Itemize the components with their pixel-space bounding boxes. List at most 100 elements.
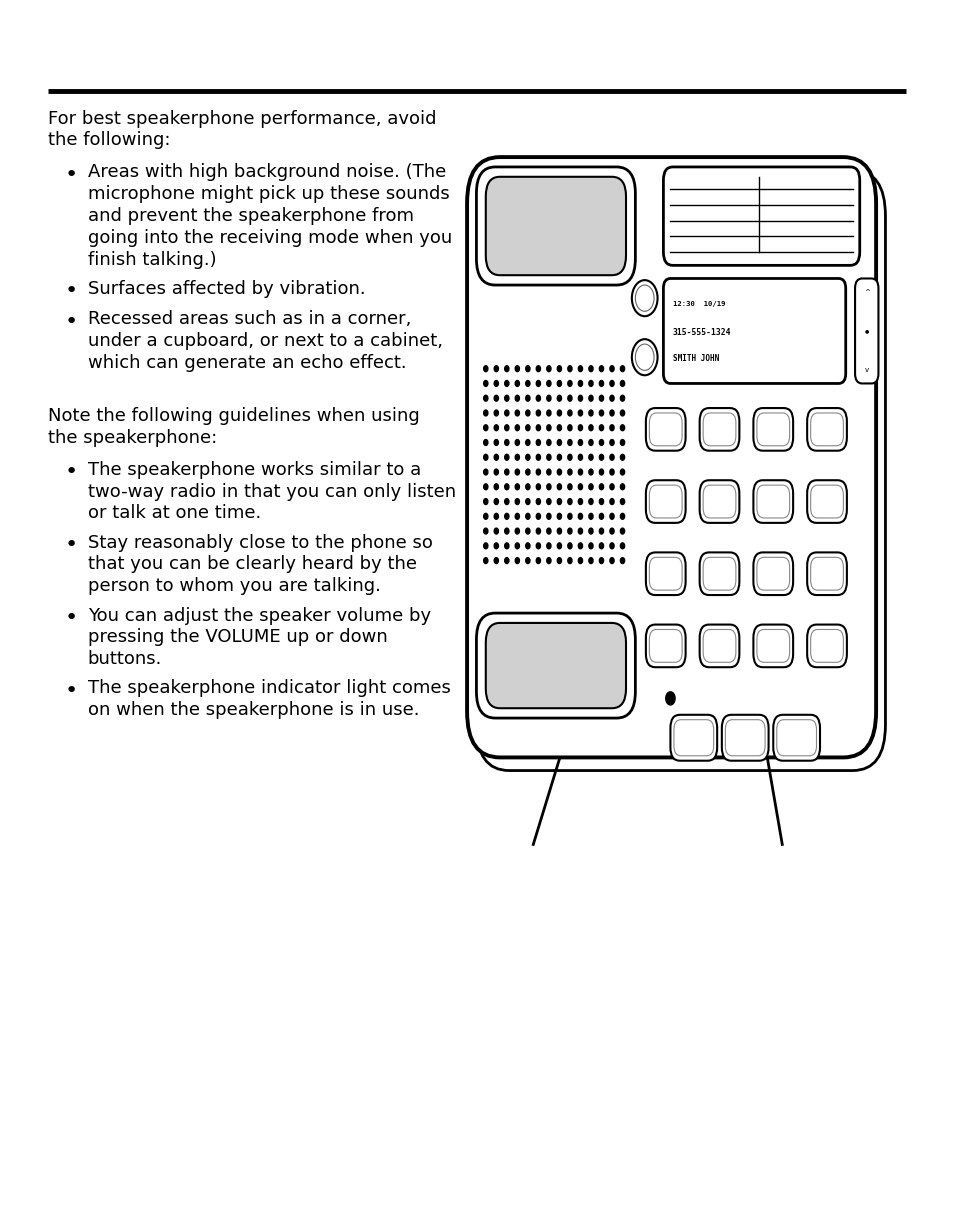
Circle shape <box>567 543 572 549</box>
Circle shape <box>546 425 551 430</box>
Circle shape <box>578 409 582 416</box>
Circle shape <box>525 558 530 564</box>
Circle shape <box>598 484 603 490</box>
Circle shape <box>578 558 582 564</box>
Circle shape <box>578 514 582 519</box>
Circle shape <box>546 498 551 504</box>
Circle shape <box>588 484 593 490</box>
Circle shape <box>536 529 540 535</box>
FancyBboxPatch shape <box>753 553 792 595</box>
Circle shape <box>536 425 540 430</box>
Circle shape <box>567 409 572 416</box>
Circle shape <box>483 484 487 490</box>
Circle shape <box>609 529 614 535</box>
Circle shape <box>567 454 572 460</box>
FancyBboxPatch shape <box>662 278 844 384</box>
Circle shape <box>515 395 518 401</box>
Circle shape <box>635 286 654 311</box>
Circle shape <box>504 558 508 564</box>
Circle shape <box>536 380 540 386</box>
Text: v: v <box>863 367 868 373</box>
Circle shape <box>494 440 497 446</box>
FancyBboxPatch shape <box>699 480 739 522</box>
Circle shape <box>515 440 518 446</box>
Circle shape <box>525 366 530 372</box>
FancyBboxPatch shape <box>756 485 789 518</box>
Circle shape <box>525 484 530 490</box>
Circle shape <box>515 425 518 430</box>
Circle shape <box>504 469 508 475</box>
Text: pressing the VOLUME up or down: pressing the VOLUME up or down <box>88 628 387 646</box>
Circle shape <box>631 339 657 375</box>
Circle shape <box>494 454 497 460</box>
Circle shape <box>588 514 593 519</box>
Circle shape <box>619 514 624 519</box>
Circle shape <box>536 366 540 372</box>
Circle shape <box>494 425 497 430</box>
Circle shape <box>578 498 582 504</box>
Circle shape <box>494 514 497 519</box>
Circle shape <box>483 558 487 564</box>
FancyBboxPatch shape <box>756 558 789 590</box>
Text: Areas with high background noise. (The: Areas with high background noise. (The <box>88 163 446 181</box>
Circle shape <box>619 558 624 564</box>
Circle shape <box>609 543 614 549</box>
Text: •: • <box>65 682 78 701</box>
Text: finish talking.): finish talking.) <box>88 250 216 269</box>
Circle shape <box>609 469 614 475</box>
Circle shape <box>631 281 657 316</box>
Circle shape <box>598 454 603 460</box>
FancyBboxPatch shape <box>756 629 789 662</box>
Circle shape <box>546 409 551 416</box>
Circle shape <box>567 395 572 401</box>
FancyBboxPatch shape <box>702 629 735 662</box>
FancyBboxPatch shape <box>485 177 625 276</box>
FancyBboxPatch shape <box>702 558 735 590</box>
Text: For best speakerphone performance, avoid: For best speakerphone performance, avoid <box>48 109 436 128</box>
Circle shape <box>588 543 593 549</box>
Circle shape <box>557 454 561 460</box>
Circle shape <box>515 469 518 475</box>
Text: under a cupboard, or next to a cabinet,: under a cupboard, or next to a cabinet, <box>88 332 442 350</box>
Circle shape <box>536 395 540 401</box>
Circle shape <box>536 469 540 475</box>
Circle shape <box>609 395 614 401</box>
Circle shape <box>578 440 582 446</box>
Circle shape <box>578 469 582 475</box>
Circle shape <box>494 469 497 475</box>
Circle shape <box>567 425 572 430</box>
FancyBboxPatch shape <box>699 553 739 595</box>
Circle shape <box>494 498 497 504</box>
Circle shape <box>483 514 487 519</box>
Circle shape <box>525 440 530 446</box>
Circle shape <box>546 395 551 401</box>
Circle shape <box>598 558 603 564</box>
FancyBboxPatch shape <box>806 625 846 667</box>
Circle shape <box>557 484 561 490</box>
FancyBboxPatch shape <box>773 714 820 761</box>
Circle shape <box>546 558 551 564</box>
Circle shape <box>588 498 593 504</box>
Circle shape <box>609 440 614 446</box>
Circle shape <box>483 409 487 416</box>
Circle shape <box>525 469 530 475</box>
Circle shape <box>515 380 518 386</box>
Circle shape <box>588 366 593 372</box>
Circle shape <box>504 425 508 430</box>
Circle shape <box>567 514 572 519</box>
Circle shape <box>515 543 518 549</box>
FancyBboxPatch shape <box>776 719 816 756</box>
Circle shape <box>557 469 561 475</box>
Circle shape <box>578 529 582 535</box>
Circle shape <box>504 543 508 549</box>
FancyBboxPatch shape <box>467 157 875 757</box>
Circle shape <box>588 558 593 564</box>
Circle shape <box>494 543 497 549</box>
Text: You can adjust the speaker volume by: You can adjust the speaker volume by <box>88 606 431 625</box>
Circle shape <box>578 380 582 386</box>
Circle shape <box>567 558 572 564</box>
Circle shape <box>598 529 603 535</box>
Circle shape <box>609 498 614 504</box>
Circle shape <box>504 514 508 519</box>
Text: going into the receiving mode when you: going into the receiving mode when you <box>88 228 452 247</box>
